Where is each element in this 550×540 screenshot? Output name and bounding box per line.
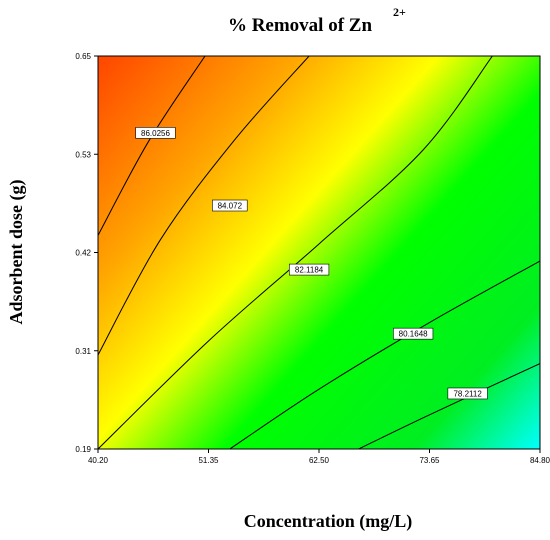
contour-label-text: 86.0256	[141, 129, 170, 138]
contour-label: 82.1184	[289, 264, 329, 275]
contour-label-text: 84.072	[218, 202, 243, 211]
x-tick-label: 40.20	[88, 456, 109, 465]
chart-title-superscript: 2+	[393, 5, 406, 19]
x-axis-label: Concentration (mg/L)	[244, 511, 412, 532]
contour-label-text: 78.2112	[453, 389, 482, 398]
contour-label: 86.0256	[136, 127, 176, 138]
x-tick-label: 51.35	[198, 456, 219, 465]
y-tick-label: 0.65	[75, 52, 91, 61]
chart-title-text: % Removal of Zn	[228, 15, 373, 36]
x-tick-label: 62.50	[309, 456, 330, 465]
contour-label-text: 80.1648	[399, 330, 428, 339]
contour-label: 80.1648	[393, 328, 433, 339]
y-tick-label: 0.19	[75, 445, 91, 454]
x-tick-label: 84.80	[530, 456, 550, 465]
y-tick-label: 0.31	[75, 347, 91, 356]
contour-label: 84.072	[212, 200, 247, 211]
y-tick-label: 0.42	[75, 249, 91, 258]
y-axis-label: Adsorbent dose (g)	[6, 179, 27, 324]
contour-label-text: 82.1184	[295, 266, 324, 275]
x-tick-label: 73.65	[419, 456, 440, 465]
y-tick-label: 0.53	[75, 150, 91, 159]
chart-title: % Removal of Zn	[228, 15, 373, 36]
contour-label: 78.2112	[448, 388, 488, 399]
